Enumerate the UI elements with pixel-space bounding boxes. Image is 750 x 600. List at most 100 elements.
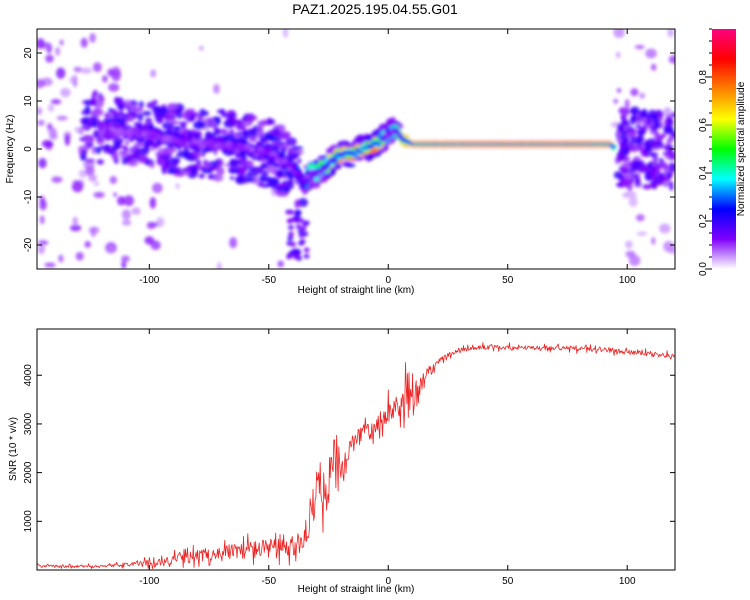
spectrogram-cell <box>207 117 214 124</box>
spectrogram-cell <box>93 129 98 139</box>
spectrogram-ytick-label: 0 <box>23 146 34 152</box>
spectrogram-xlabel: Height of straight line (km) <box>298 285 415 296</box>
spectrogram-xtick-label: -50 <box>262 275 277 286</box>
spectrogram-cell <box>261 119 267 127</box>
spectrogram-cell <box>114 142 121 150</box>
spectrogram-cell <box>75 251 84 261</box>
snr-background <box>37 329 675 570</box>
spectrogram-cell <box>199 121 207 127</box>
spectrogram-cell <box>133 106 144 113</box>
spectrogram-ridge-cell <box>253 152 260 158</box>
spectrogram-cell <box>213 117 221 122</box>
spectrogram-cell <box>90 98 97 107</box>
spectrogram-cell <box>167 168 178 174</box>
spectrogram-cell <box>150 240 161 251</box>
spectrogram-cell <box>625 250 636 258</box>
spectrogram-cell <box>248 128 258 138</box>
spectrogram-ridge-cell <box>395 132 402 135</box>
spectrogram-cell <box>287 179 295 186</box>
spectrogram-cell <box>162 121 174 131</box>
spectrogram-ridge-cell <box>281 158 288 164</box>
spectrogram-cell <box>613 171 623 179</box>
spectrogram-cell <box>264 179 270 183</box>
spectrogram-ridge-cell <box>350 150 357 154</box>
spectrogram-cell <box>95 149 101 154</box>
spectrogram-ridge-cell <box>132 128 139 133</box>
snr-xlabel: Height of straight line (km) <box>298 584 415 595</box>
spectrogram-cell <box>294 253 301 259</box>
spectrogram-cell <box>620 145 631 153</box>
spectrogram-cell <box>644 171 652 181</box>
spectrogram-cell <box>133 142 146 148</box>
spectrogram-ridge-cell <box>320 168 327 171</box>
spectrogram-cell <box>198 173 205 179</box>
colorbar-gradient <box>712 29 736 269</box>
snr-ylabel: SNR (10 * v/v) <box>8 417 19 481</box>
spectrogram-cell <box>642 149 648 157</box>
spectrogram-cell <box>237 166 246 175</box>
snr-ticks: -100 -50 0 50 100 1000 2000 3000 4000 <box>23 329 675 587</box>
spectrogram-cell <box>37 119 45 126</box>
spectrogram-cell <box>658 161 668 170</box>
spectrogram-ridge-cell <box>225 141 232 146</box>
spectrogram-cell <box>287 224 294 230</box>
spectrogram-cell <box>244 160 254 169</box>
colorbar-tick-label: 0.0 <box>698 262 709 276</box>
snr-panel: -100 -50 0 50 100 1000 2000 3000 4000 Height of … <box>8 328 676 595</box>
snr-ytick-label: 3000 <box>23 412 34 435</box>
spectrogram-cell <box>121 260 127 269</box>
spectrogram-cell <box>216 109 226 114</box>
spectrogram-cell <box>244 177 255 183</box>
spectrogram-cell <box>303 253 310 259</box>
snr-xtick-label: 50 <box>502 576 514 587</box>
spectrogram-cell <box>667 117 674 128</box>
spectrogram-cell <box>621 138 629 147</box>
spectrogram-cell <box>250 137 256 141</box>
spectrogram-cell <box>644 144 654 153</box>
spectrogram-cell <box>275 191 287 197</box>
spectrogram-cell <box>121 219 132 226</box>
spectrogram-cell <box>310 181 321 189</box>
spectrogram-ridge-cell <box>264 147 271 153</box>
spectrogram-cell <box>80 37 88 48</box>
spectrogram-ridge-cell <box>249 147 256 152</box>
spectrogram-cell <box>298 240 305 246</box>
spectrogram-cell <box>56 67 66 79</box>
spectrogram-cell <box>82 134 93 141</box>
spectrogram-cell <box>235 175 247 185</box>
spectrogram-cell <box>149 197 157 209</box>
snr-ytick-label: 2000 <box>23 461 34 484</box>
spectrogram-cell <box>157 147 166 152</box>
spectrogram-cell <box>137 112 144 122</box>
spectrogram-cell <box>60 87 71 98</box>
spectrogram-cell <box>622 192 630 199</box>
spectrogram-cell <box>111 109 118 118</box>
spectrogram-cell <box>629 254 641 267</box>
spectrogram-cell <box>44 262 56 268</box>
spectrogram-ridge-cell <box>141 131 148 137</box>
spectrogram-cell <box>282 175 288 180</box>
spectrogram-cell <box>665 144 671 151</box>
spectrogram-ridge-cell <box>289 163 296 169</box>
spectrogram-cell <box>198 164 203 168</box>
spectrogram-cell <box>290 241 297 247</box>
spectrogram-cell <box>180 121 187 130</box>
spectrogram-ylabel: Frequency (Hz) <box>5 115 16 184</box>
spectrogram-cell <box>228 158 239 168</box>
spectrogram-cell <box>216 262 222 269</box>
spectrogram-cell <box>183 148 190 158</box>
spectrogram-cell <box>121 209 131 220</box>
spectrogram-cell <box>109 175 117 185</box>
spectrogram-frame <box>36 28 676 270</box>
spectrogram-cell <box>49 127 58 140</box>
spectrogram-cell <box>69 76 78 84</box>
spectrogram-ridge-cell <box>188 142 195 147</box>
spectrogram-cell <box>630 88 639 97</box>
spectrogram-cell <box>650 141 660 148</box>
colorbar-tick-label: 0.2 <box>698 214 709 228</box>
spectrogram-cell <box>113 192 118 198</box>
spectrogram-cell <box>85 166 95 176</box>
snr-ytick-label: 4000 <box>23 364 34 387</box>
colorbar-tick-label: 0.6 <box>698 118 709 132</box>
spectrogram-cell <box>122 113 131 120</box>
